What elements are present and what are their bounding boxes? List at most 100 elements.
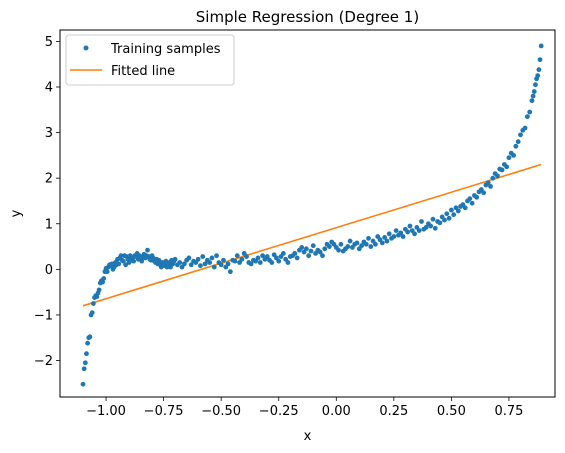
legend-marker-training-samples [83, 45, 89, 51]
training-sample-point [195, 256, 201, 262]
training-sample-point [455, 208, 461, 214]
training-sample-point [101, 276, 107, 281]
training-sample-point [485, 180, 491, 186]
training-sample-point [338, 241, 344, 247]
training-sample-point [200, 254, 206, 259]
training-sample-point [260, 253, 265, 259]
training-sample-point [393, 228, 399, 234]
training-sample-point [264, 254, 270, 259]
training-sample-point [81, 366, 87, 372]
training-sample-point [379, 240, 385, 246]
training-sample-point [232, 258, 238, 264]
training-sample-point [347, 238, 353, 244]
training-sample-point [218, 262, 224, 268]
training-sample-point [412, 231, 417, 237]
training-sample-point [336, 247, 341, 253]
training-sample-point [363, 241, 369, 247]
x-tick-label: −0.75 [144, 404, 184, 419]
training-sample-point [398, 230, 404, 236]
training-sample-point [326, 244, 332, 249]
training-sample-point [423, 225, 429, 230]
training-sample-point [442, 217, 447, 223]
training-sample-point [276, 258, 282, 264]
training-sample-point [513, 143, 519, 149]
training-sample-point [156, 257, 162, 263]
training-sample-point [446, 215, 452, 221]
training-sample-point [428, 223, 434, 229]
training-sample-point [90, 301, 96, 306]
plot-area [59, 29, 556, 398]
training-sample-point [139, 258, 145, 264]
training-sample-point [280, 250, 286, 256]
training-sample-point [524, 114, 530, 120]
y-tick-label: 1 [45, 217, 53, 232]
training-sample-point [531, 89, 537, 94]
training-sample-point [225, 261, 231, 267]
training-sample-point [82, 360, 88, 366]
training-sample-point [94, 294, 100, 300]
training-sample-point [391, 234, 397, 239]
training-sample-point [400, 234, 406, 239]
training-sample-point [303, 246, 309, 252]
training-sample-point [359, 243, 364, 249]
y-tick-label: 2 [45, 172, 53, 187]
x-tick-label: −0.50 [201, 404, 241, 419]
training-sample-point [495, 173, 500, 179]
training-sample-point [451, 212, 457, 218]
training-sample-point [209, 255, 215, 261]
training-sample-point [198, 263, 203, 269]
training-sample-point [499, 167, 505, 173]
training-sample-point [299, 245, 305, 250]
y-tick-label: 3 [45, 126, 53, 141]
legend-box [65, 34, 235, 86]
training-sample-point [317, 249, 323, 255]
training-sample-point [292, 250, 298, 256]
y-axis: −2 −1 0 1 2 3 4 5 [34, 35, 60, 369]
chart-title: Simple Regression (Degree 1) [196, 8, 419, 26]
training-sample-point [527, 109, 533, 115]
training-sample-point [444, 211, 450, 217]
training-sample-point [294, 255, 300, 261]
training-sample-point [382, 235, 388, 240]
training-sample-point [227, 269, 233, 275]
training-sample-point [368, 244, 374, 249]
training-sample-point [322, 246, 328, 252]
training-sample-point [207, 260, 213, 265]
x-tick-label: 0.75 [494, 404, 523, 419]
scatter-points-layer [80, 43, 544, 387]
training-sample-point [529, 98, 535, 104]
training-sample-point [386, 231, 392, 237]
training-sample-point [533, 82, 538, 88]
training-sample-point [366, 235, 371, 241]
x-axis-label: x [304, 429, 312, 444]
training-sample-point [462, 205, 468, 211]
training-sample-point [432, 225, 438, 231]
training-sample-point [537, 57, 543, 63]
training-sample-point [177, 260, 183, 265]
training-sample-point [469, 200, 475, 206]
training-sample-point [405, 229, 411, 235]
y-tick-label: −2 [34, 354, 53, 369]
training-sample-point [84, 351, 89, 357]
training-sample-point [506, 155, 512, 161]
training-sample-point [285, 260, 291, 265]
training-sample-point [87, 334, 93, 340]
training-sample-point [181, 261, 187, 267]
training-sample-point [530, 93, 536, 99]
training-sample-point [488, 183, 493, 189]
legend: Training samples Fitted line [65, 34, 235, 86]
training-sample-point [248, 261, 254, 267]
training-sample-point [255, 255, 261, 261]
training-sample-point [221, 257, 226, 263]
training-sample-point [430, 216, 436, 222]
training-sample-point [481, 190, 487, 196]
training-sample-point [345, 244, 351, 249]
training-sample-point [384, 238, 390, 244]
training-sample-point [474, 194, 480, 200]
training-sample-point [320, 253, 325, 259]
y-tick-label: 0 [45, 263, 53, 278]
training-sample-point [234, 253, 240, 259]
training-sample-point [202, 261, 208, 267]
training-sample-point [244, 254, 249, 259]
training-sample-point [511, 152, 516, 158]
